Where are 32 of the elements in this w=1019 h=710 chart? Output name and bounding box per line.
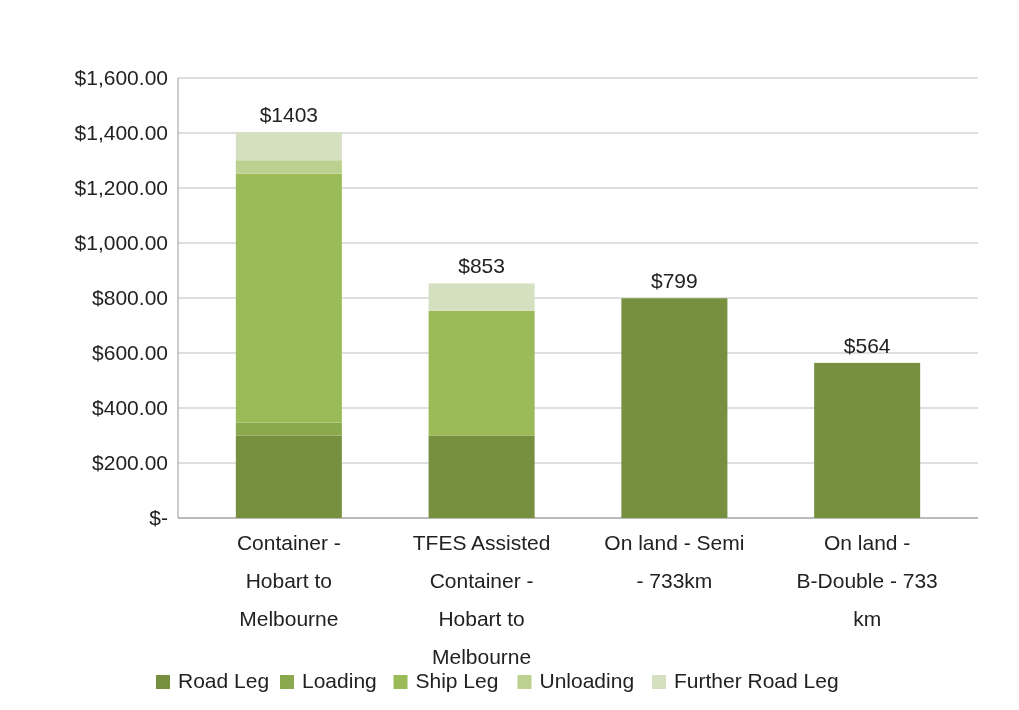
y-tick-label: $1,000.00	[74, 231, 168, 255]
x-tick-label: Container - Hobart to Melbourne	[236, 531, 341, 630]
bar	[235, 132, 342, 161]
bar	[621, 298, 728, 518]
bar	[428, 435, 535, 518]
bar	[235, 160, 342, 174]
bar	[428, 310, 535, 436]
y-tick-label: $1,600.00	[74, 66, 168, 90]
x-tick-label: On land - B-Double - 733 km	[796, 531, 938, 630]
legend-label: Ship Leg	[415, 669, 499, 692]
y-tick-label: $1,400.00	[74, 121, 168, 145]
y-tick-label: $1,200.00	[74, 176, 168, 200]
y-tick-label: $600.00	[92, 341, 168, 365]
y-tick-label: $200.00	[92, 451, 168, 475]
legend-label: Unloading	[539, 669, 635, 692]
legend-label: Road Leg	[178, 669, 270, 692]
x-tick-label: TFES Assisted Container - Hobart to Melbourne	[412, 531, 551, 668]
total-label: $853	[458, 254, 505, 278]
y-tick-label: $800.00	[92, 286, 168, 310]
bar	[235, 435, 342, 518]
total-label: $1403	[259, 103, 319, 127]
y-tick-label: $-	[149, 506, 168, 530]
bar	[235, 422, 342, 436]
total-label: $564	[843, 333, 891, 357]
bar	[814, 362, 921, 518]
legend-label: Further Road Leg	[674, 669, 839, 692]
legend-label: Loading	[302, 669, 377, 692]
bar	[428, 283, 535, 311]
x-tick-label: On land - Semi - 733km	[604, 531, 745, 592]
total-label: $799	[651, 269, 698, 293]
bar	[235, 173, 342, 423]
y-tick-label: $400.00	[92, 396, 168, 420]
